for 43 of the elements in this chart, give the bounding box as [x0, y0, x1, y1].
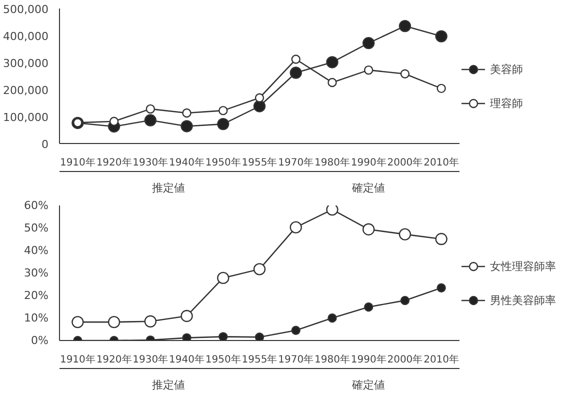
- legend-label: 男性美容師率: [490, 292, 556, 308]
- y-tick-label: 100,000: [3, 111, 49, 124]
- x-tick-label: 1940年: [169, 354, 204, 366]
- y-tick-label: 400,000: [3, 30, 49, 43]
- y-tick-label: 200,000: [3, 84, 49, 97]
- x-tick-label: 1940年: [169, 156, 204, 168]
- x-tick-label: 2010年: [424, 354, 460, 366]
- y-tick-label: 300,000: [3, 57, 49, 70]
- y-tick-label: 20%: [24, 289, 49, 302]
- x-tick-label: 1950年: [205, 354, 241, 366]
- x-tick-label: 1990年: [350, 354, 386, 366]
- text: 確定値: [351, 378, 386, 392]
- text: 推定値: [152, 378, 186, 392]
- y-tick-label: 40%: [24, 244, 49, 257]
- legend-label: 女性理容師率: [490, 258, 556, 274]
- y-tick-label: 0: [42, 138, 48, 151]
- y-tick-label: 60%: [24, 199, 49, 212]
- x-tick-label: 1955年: [242, 354, 278, 366]
- y-tick-label: 0%: [31, 334, 48, 347]
- text: 推定値: [152, 182, 186, 194]
- x-tick-label: 1930年: [132, 354, 168, 366]
- x-tick-label: 1980年: [314, 156, 350, 168]
- x-tick-label: 1920年: [96, 156, 132, 168]
- x-tick-label: 1970年: [278, 354, 314, 366]
- x-tick-label: 1910年: [60, 156, 96, 168]
- x-tick-label: 2000年: [387, 156, 423, 168]
- x-tick-label: 1910年: [60, 354, 96, 366]
- y-tick-label: 30%: [24, 266, 49, 280]
- x-tick-label: 1950年: [205, 156, 241, 168]
- y-tick-label: 500,000: [3, 3, 49, 16]
- y-tick-label: 10%: [24, 312, 49, 324]
- x-tick-label: 1930年: [132, 156, 168, 168]
- text: 確定値: [351, 182, 386, 194]
- x-tick-label: 2010年: [424, 156, 460, 168]
- legend-label: 理容師: [490, 96, 523, 110]
- x-tick-label: 2000年: [387, 354, 423, 366]
- x-tick-label: 1990年: [350, 156, 386, 168]
- x-tick-label: 1920年: [96, 354, 132, 366]
- x-tick-label: 1980年: [314, 354, 350, 366]
- legend-label: 美容師: [490, 62, 523, 76]
- x-tick-label: 1955年: [242, 156, 278, 168]
- y-tick-label: 50%: [24, 222, 49, 234]
- x-tick-label: 1970年: [278, 156, 314, 168]
